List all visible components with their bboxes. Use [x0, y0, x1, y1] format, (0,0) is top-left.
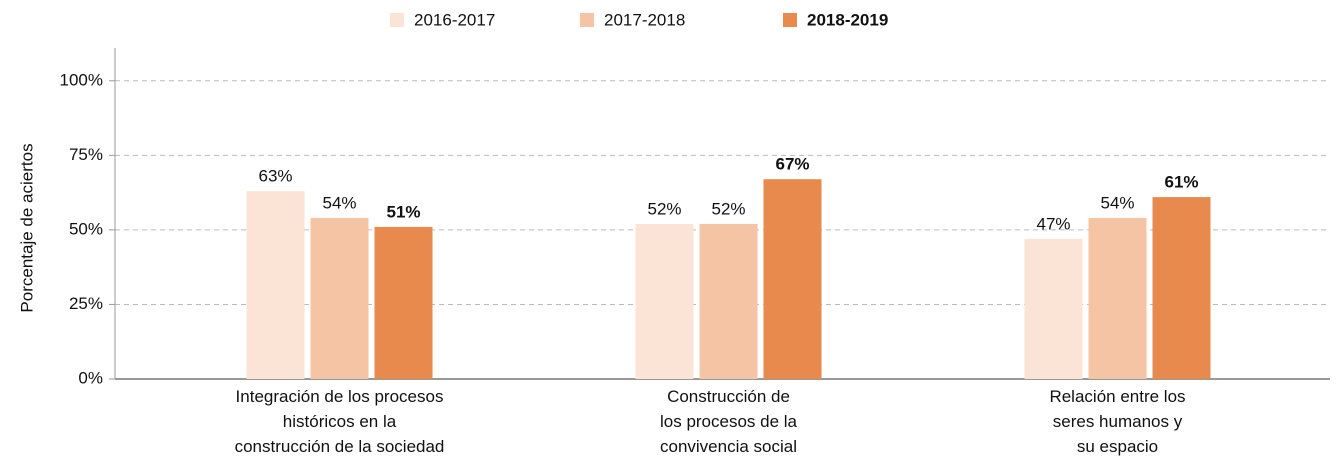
bar [699, 223, 758, 379]
data-label: 54% [1100, 193, 1134, 212]
data-label: 52% [647, 199, 681, 218]
legend-swatch [783, 13, 797, 27]
data-label: 51% [386, 202, 420, 221]
bar [763, 179, 822, 379]
data-label: 47% [1036, 214, 1070, 233]
bar [1024, 238, 1083, 379]
data-label: 63% [258, 167, 292, 186]
legend-swatch [390, 13, 404, 27]
bar [1152, 197, 1211, 379]
x-tick-label: Construcción de los procesos de la convive… [660, 387, 798, 456]
data-label: 67% [775, 155, 809, 174]
bar [310, 217, 369, 379]
y-tick-label: 25% [69, 294, 103, 313]
y-axis-label: Porcentaje de aciertos [17, 143, 36, 312]
x-tick-label: Relación entre los seres humanos y su espa… [1049, 387, 1185, 456]
data-label: 52% [711, 199, 745, 218]
y-tick-label: 50% [69, 219, 103, 238]
legend-swatch [580, 13, 594, 27]
bar [1088, 217, 1147, 379]
x-tick-label: Integración de los procesos históricos en… [235, 387, 445, 456]
bar [374, 226, 433, 379]
legend-label: 2016-2017 [414, 10, 495, 29]
legend-label: 2017-2018 [604, 10, 685, 29]
legend-label: 2018-2019 [807, 10, 888, 29]
data-label: 54% [322, 193, 356, 212]
data-label: 61% [1164, 173, 1198, 192]
y-tick-label: 100% [60, 70, 103, 89]
bar [635, 223, 694, 379]
bar [246, 191, 305, 379]
y-tick-label: 75% [69, 145, 103, 164]
y-tick-label: 0% [78, 368, 103, 387]
